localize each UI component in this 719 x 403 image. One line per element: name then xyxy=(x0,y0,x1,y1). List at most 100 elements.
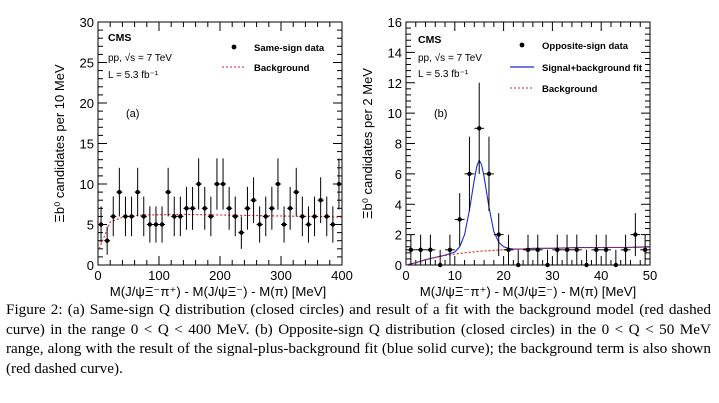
data-point xyxy=(141,214,146,219)
annotation-text: pp, √s = 7 TeV xyxy=(108,52,172,64)
x-tick-label: 50 xyxy=(643,268,657,283)
data-point xyxy=(525,247,531,253)
data-point xyxy=(123,214,128,219)
x-tick-label: 0 xyxy=(94,268,101,283)
data-point xyxy=(594,247,599,253)
y-tick-label: 0 xyxy=(87,258,94,273)
data-point xyxy=(516,262,521,268)
data-point xyxy=(428,247,433,253)
data-point xyxy=(330,222,336,227)
data-point xyxy=(477,126,482,131)
annotation-text: pp, √s = 7 TeV xyxy=(418,52,482,64)
data-point xyxy=(178,214,183,219)
y-tick-label: 8 xyxy=(395,137,402,152)
data-point xyxy=(574,247,579,253)
data-point xyxy=(135,189,140,195)
x-tick-label: 40 xyxy=(594,268,608,283)
panel-b: 0 10 20 30 40 50 0 2 4 6 8 10 12 14 16 Ξb⁰ candidates p… xyxy=(360,15,657,299)
y-tick-label: 30 xyxy=(80,15,94,30)
annotation-text: CMS xyxy=(108,32,131,44)
data-point xyxy=(172,214,177,219)
data-point xyxy=(545,262,550,268)
data-point xyxy=(269,206,275,211)
y-tick-label: 16 xyxy=(388,15,402,30)
data-point xyxy=(153,222,159,227)
data-point xyxy=(535,247,540,253)
data-point xyxy=(642,247,648,253)
legend-label: Background xyxy=(542,84,598,95)
data-point xyxy=(294,189,299,195)
data-point xyxy=(408,247,414,253)
data-point xyxy=(208,214,214,219)
data-point xyxy=(98,222,104,227)
caption-text: (a) Same-sign Q distribution (closed cir… xyxy=(6,301,712,377)
data-point xyxy=(233,214,238,219)
data-point xyxy=(239,230,244,235)
data-point xyxy=(281,222,287,227)
data-point xyxy=(165,189,171,195)
data-point xyxy=(104,238,110,243)
data-point xyxy=(603,247,609,253)
y-tick-label: 14 xyxy=(388,45,402,60)
data-point xyxy=(336,181,342,187)
figure-caption: Figure 2: (a) Same-sign Q distribution (… xyxy=(6,300,711,378)
legend-label: Same-sign data xyxy=(254,43,325,54)
annotation-text: CMS xyxy=(418,34,441,46)
x-tick-label: 100 xyxy=(148,268,170,283)
background-curve xyxy=(98,213,343,250)
data-point xyxy=(633,232,638,237)
data-point xyxy=(214,181,220,187)
data-point xyxy=(245,206,250,211)
data-point xyxy=(613,262,619,268)
y-axis-label: Ξb⁰ candidates per 2 MeV xyxy=(360,68,375,219)
data-point xyxy=(147,222,153,227)
data-point xyxy=(287,206,293,211)
y-axis-label: Ξb⁰ candidates per 10 MeV xyxy=(52,64,67,223)
data-point xyxy=(190,206,195,211)
data-point xyxy=(220,181,226,187)
data-point xyxy=(623,247,628,253)
y-tick-label: 25 xyxy=(80,56,94,71)
y-tick-label: 15 xyxy=(80,137,94,152)
x-tick-label: 20 xyxy=(496,268,510,283)
annotation-text: L = 5.3 fb⁻¹ xyxy=(418,69,469,80)
data-point xyxy=(324,214,329,219)
data-point xyxy=(306,222,311,227)
legend-marker-data xyxy=(519,42,525,48)
data-point xyxy=(226,206,232,211)
legend-label: Background xyxy=(254,63,310,74)
data-point xyxy=(318,198,323,203)
data-point xyxy=(447,247,453,253)
data-point xyxy=(564,247,570,253)
data-point xyxy=(467,171,472,177)
panel-label: (a) xyxy=(126,108,139,120)
data-point xyxy=(312,214,317,219)
data-point xyxy=(159,222,165,227)
data-point xyxy=(202,206,207,211)
panel-label: (b) xyxy=(434,108,447,120)
x-axis-label: M(J/ψΞ⁻π⁺) - M(J/ψΞ⁻) - M(π) [MeV] xyxy=(420,284,636,299)
y-tick-label: 10 xyxy=(80,177,94,192)
data-point xyxy=(196,181,201,187)
data-point xyxy=(263,214,268,219)
data-point xyxy=(275,181,281,187)
data-point xyxy=(184,206,189,211)
x-axis-label: M(J/ψΞ⁻π⁺) - M(J/ψΞ⁻) - M(π) [MeV] xyxy=(110,284,326,299)
x-tick-label: 10 xyxy=(448,268,462,283)
data-point xyxy=(506,247,511,253)
data-point xyxy=(251,198,256,203)
legend-label: Opposite-sign data xyxy=(542,41,629,52)
x-tick-label: 300 xyxy=(270,268,292,283)
caption-label: Figure 2: xyxy=(6,301,63,318)
data-point xyxy=(111,214,116,219)
x-tick-label: 400 xyxy=(331,268,353,283)
annotation-text: L = 5.3 fb⁻¹ xyxy=(108,70,159,81)
data-point xyxy=(486,171,492,177)
y-tick-label: 2 xyxy=(395,228,402,243)
data-point xyxy=(496,232,501,237)
y-tick-label: 10 xyxy=(388,106,402,121)
data-point xyxy=(418,247,423,253)
y-tick-label: 5 xyxy=(87,218,94,233)
data-point xyxy=(300,214,305,219)
y-tick-label: 0 xyxy=(395,258,402,273)
